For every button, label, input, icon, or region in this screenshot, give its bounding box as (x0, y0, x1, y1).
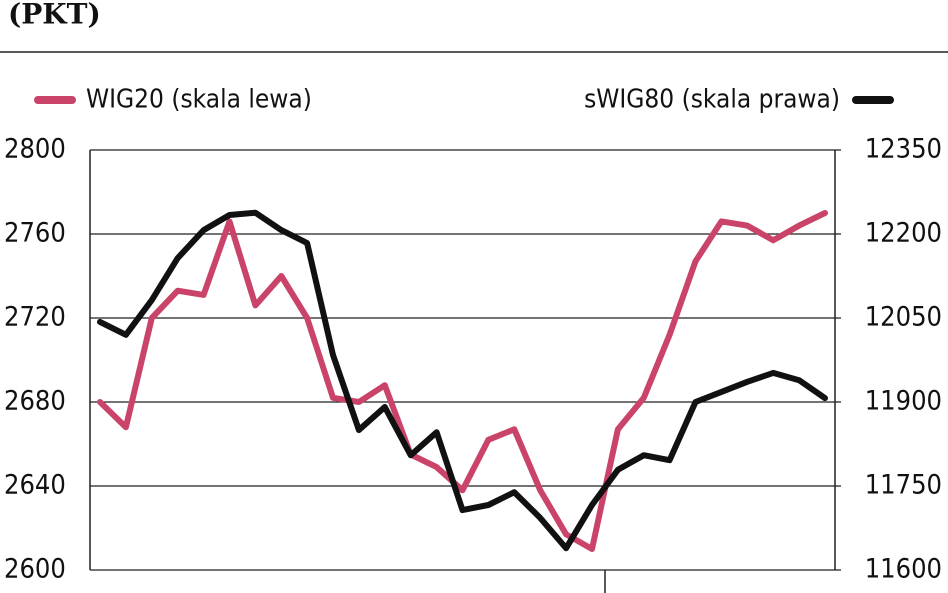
legend-label: sWIG80 (skala prawa) (584, 85, 840, 115)
y-tick-label: 2720 (4, 302, 66, 333)
chart-title: (PKT) (8, 0, 101, 31)
y-tick-label: 2640 (4, 470, 66, 501)
data-line (97, 209, 828, 552)
y2-tick-label: 12350 (865, 134, 942, 165)
y2-tick-label: 11900 (865, 386, 942, 417)
y-tick-label: 2800 (4, 134, 66, 165)
y2-tick-label: 11600 (865, 554, 942, 585)
y2-tick-label: 12200 (865, 218, 942, 249)
y2-tick-label: 11750 (865, 470, 942, 501)
legend-label: WIG20 (skala lewa) (86, 85, 312, 115)
data-line (97, 210, 828, 552)
y2-tick-label: 12050 (865, 302, 942, 333)
y-tick-label: 2600 (4, 554, 66, 585)
y-tick-label: 2680 (4, 386, 66, 417)
y-tick-label: 2760 (4, 218, 66, 249)
